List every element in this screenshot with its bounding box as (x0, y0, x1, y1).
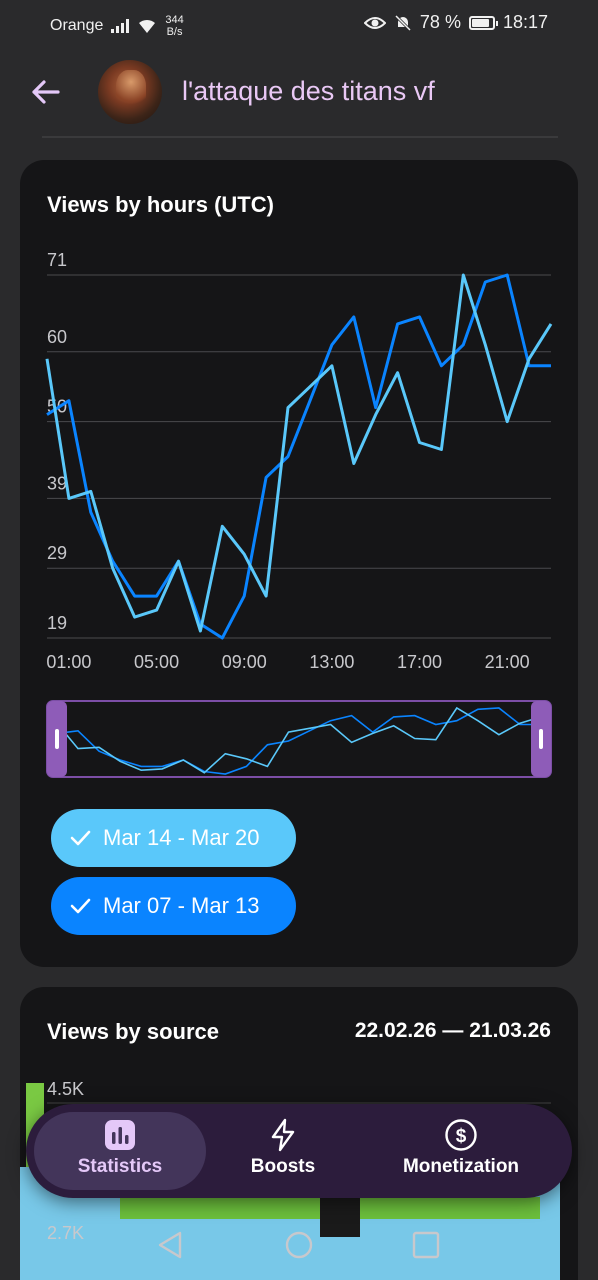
signal-icon (111, 19, 130, 33)
y-tick-label: 29 (47, 543, 67, 563)
nav-monetization-label: Monetization (402, 1156, 520, 1177)
nav-statistics[interactable]: Statistics (34, 1118, 206, 1178)
range-handle-left-grip (55, 729, 59, 749)
channel-title: l'attaque des titans vf (182, 76, 435, 106)
nav-monetization[interactable]: $ Monetization (386, 1118, 536, 1178)
x-tick-label: 05:00 (134, 652, 179, 672)
nav-statistics-label: Statistics (77, 1156, 163, 1177)
legend-label-1: Mar 14 - Mar 20 (103, 825, 260, 850)
clock: 18:17 (502, 12, 548, 32)
y-tick-label: 4.5K (47, 1079, 84, 1099)
lightning-icon (271, 1118, 295, 1152)
mini-series-line-2 (56, 707, 541, 775)
header-divider (42, 136, 558, 138)
dollar-icon: $ (445, 1119, 477, 1151)
nav-boosts[interactable]: Boosts (216, 1118, 350, 1178)
y-tick-label: 2.7K (47, 1223, 84, 1243)
bottom-navigation: Statistics Boosts $ Monetization (26, 1104, 572, 1198)
carrier-label: Orange (50, 17, 104, 34)
battery-percent: 78 % (419, 12, 461, 32)
views-by-hours-title: Views by hours (UTC) (47, 192, 274, 217)
bell-muted-icon (394, 14, 411, 31)
check-icon (70, 898, 91, 914)
system-recents-icon[interactable] (411, 1230, 441, 1260)
channel-avatar[interactable] (98, 60, 162, 124)
mini-series-line-1 (56, 706, 542, 774)
svg-text:$: $ (456, 1126, 467, 1147)
y-tick-label: 60 (47, 327, 67, 347)
views-by-source-date-range: 22.02.26 — 21.03.26 (354, 1019, 551, 1042)
x-tick-label: 09:00 (222, 652, 267, 672)
system-navigation-bar (0, 1210, 598, 1280)
system-home-icon[interactable] (284, 1230, 314, 1260)
net-speed-value: 344 (165, 14, 184, 26)
y-tick-label: 71 (47, 250, 67, 270)
x-tick-label: 21:00 (485, 652, 530, 672)
eye-icon (363, 16, 386, 29)
series-line-1 (45, 273, 553, 633)
battery-icon (468, 15, 498, 30)
system-back-icon[interactable] (156, 1230, 186, 1260)
views-by-source-title: Views by source (47, 1019, 220, 1044)
nav-boosts-label: Boosts (250, 1156, 316, 1177)
app-header: l'attaque des titans vf (0, 48, 598, 138)
x-tick-label: 17:00 (397, 652, 442, 672)
range-selector[interactable] (20, 696, 578, 780)
net-speed: 344 B/s (165, 14, 183, 38)
status-bar: Orange 344 B/s 78 % 18:17 (0, 0, 598, 48)
range-handle-right-grip (539, 729, 543, 749)
y-tick-label: 19 (47, 613, 67, 633)
legend-toggle-mar14-mar20[interactable]: Mar 14 - Mar 20 (51, 809, 296, 867)
back-arrow-icon[interactable] (28, 74, 64, 110)
series-line-2 (46, 273, 551, 640)
wifi-icon (139, 19, 156, 33)
legend-label-2: Mar 07 - Mar 13 (103, 893, 260, 918)
bar-chart-icon (105, 1120, 135, 1150)
y-tick-label: 39 (47, 473, 67, 493)
status-left: Orange 344 B/s (50, 14, 184, 38)
range-selector-frame (46, 700, 552, 778)
legend-toggle-mar07-mar13[interactable]: Mar 07 - Mar 13 (51, 877, 296, 935)
source-bar-dark (320, 1197, 360, 1237)
x-tick-label: 01:00 (46, 652, 91, 672)
status-right: 78 % 18:17 (363, 12, 548, 33)
check-icon (70, 830, 91, 846)
x-tick-label: 13:00 (309, 652, 354, 672)
views-by-hours-card: Views by hours (UTC) 71 60 50 39 29 19 01:00 0… (20, 160, 578, 967)
net-speed-unit: B/s (166, 26, 183, 38)
